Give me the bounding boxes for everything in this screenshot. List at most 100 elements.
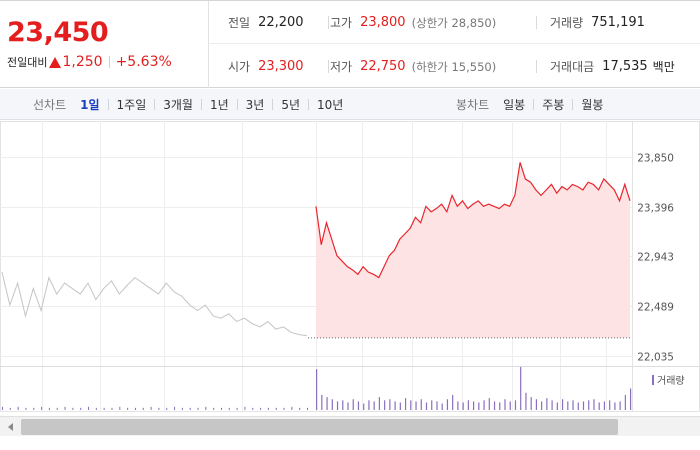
quote-label: 시가 bbox=[228, 60, 251, 74]
volume-bar bbox=[357, 401, 360, 410]
quote-unit: 백만 bbox=[652, 60, 675, 74]
quote-grid: 전일 22,200 고가 23,800 (상한가 28,850) 거래량 751… bbox=[210, 1, 700, 88]
divider bbox=[154, 99, 156, 110]
volume-bar bbox=[103, 407, 105, 410]
tab-daily-candle[interactable]: 일봉 bbox=[503, 98, 526, 112]
volume-bar bbox=[41, 406, 43, 410]
volume-bar bbox=[134, 407, 136, 410]
price-chart[interactable]: 23,850 23,396 22,943 22,489 22,035 거래량 bbox=[0, 121, 700, 416]
quote-item-high: 고가 23,800 (상한가 28,850) bbox=[330, 1, 496, 44]
volume-bar bbox=[603, 401, 606, 410]
divider bbox=[533, 99, 535, 110]
volume-bar bbox=[457, 401, 459, 410]
divider bbox=[572, 99, 574, 110]
volume-bar bbox=[436, 401, 438, 410]
volume-bar bbox=[119, 406, 121, 410]
tab-1day[interactable]: 1일 bbox=[80, 98, 100, 112]
volume-bar bbox=[572, 400, 574, 410]
tab-3month[interactable]: 3개월 bbox=[163, 98, 193, 112]
volume-bar bbox=[394, 401, 396, 410]
volume-bar bbox=[307, 407, 308, 410]
quote-sub: (상한가 28,850) bbox=[411, 15, 497, 30]
y-tick-label: 23,396 bbox=[637, 203, 674, 215]
volume-bar bbox=[593, 399, 595, 410]
volume-bar bbox=[25, 407, 27, 410]
divider bbox=[236, 99, 238, 110]
volume-bar bbox=[111, 407, 113, 410]
volume-bar bbox=[509, 401, 511, 410]
volume-bar bbox=[504, 399, 506, 410]
change-row: 전일대비 1,250 +5.63% bbox=[7, 54, 172, 70]
volume-bar bbox=[499, 402, 501, 410]
quote-label: 전일 bbox=[228, 16, 251, 30]
current-price: 23,450 bbox=[7, 17, 109, 48]
volume-bar bbox=[352, 399, 354, 410]
volume-bar bbox=[399, 402, 401, 410]
volume-bar bbox=[336, 401, 339, 410]
divider bbox=[536, 16, 537, 29]
quote-label: 거래대금 bbox=[550, 60, 595, 74]
volume-bar bbox=[150, 406, 152, 410]
volume-bar bbox=[158, 407, 160, 410]
volume-bar bbox=[420, 399, 422, 410]
volume-bar bbox=[561, 399, 564, 410]
volume-bar bbox=[72, 407, 74, 410]
quote-item-low: 저가 22,750 (하한가 15,550) bbox=[330, 45, 496, 88]
y-tick-label: 22,489 bbox=[637, 302, 674, 314]
scroll-thumb[interactable] bbox=[21, 419, 618, 435]
quote-label: 저가 bbox=[330, 60, 353, 74]
quote-row: 시가 23,300 저가 22,750 (하한가 15,550) 거래대금 17… bbox=[210, 45, 700, 88]
volume-bar bbox=[275, 407, 277, 410]
quote-value: 17,535 bbox=[602, 59, 648, 74]
volume-bar bbox=[142, 407, 144, 410]
volume-bar bbox=[260, 407, 262, 410]
volume-bar bbox=[588, 400, 590, 410]
volume-legend-label: 거래량 bbox=[657, 376, 685, 387]
volume-bar bbox=[9, 407, 11, 410]
volume-bar bbox=[347, 402, 349, 410]
divider bbox=[107, 99, 109, 110]
volume-bar bbox=[446, 399, 449, 410]
volume-bar bbox=[56, 407, 58, 410]
quote-value: 22,750 bbox=[360, 59, 406, 74]
volume-legend: 거래량 bbox=[652, 372, 685, 387]
volume-bar bbox=[415, 401, 417, 410]
tab-weekly-candle[interactable]: 주봉 bbox=[542, 98, 565, 112]
quote-label: 거래량 bbox=[550, 16, 584, 30]
volume-bar bbox=[291, 406, 293, 410]
volume-bar bbox=[441, 403, 443, 410]
price-chart-svg: 23,850 23,396 22,943 22,489 22,035 bbox=[0, 121, 700, 412]
tab-10year[interactable]: 10년 bbox=[317, 98, 344, 112]
line-chart-tabs: 선차트 1일 1주일 3개월 1년 3년 5년 10년 bbox=[33, 89, 343, 120]
quote-label: 고가 bbox=[330, 16, 353, 30]
divider bbox=[200, 99, 202, 110]
volume-bar bbox=[582, 401, 585, 410]
tab-monthly-candle[interactable]: 월봉 bbox=[581, 98, 604, 112]
volume-bar bbox=[462, 402, 464, 410]
volume-bar bbox=[373, 401, 375, 410]
volume-bar bbox=[425, 402, 428, 410]
volume-bar bbox=[368, 400, 370, 410]
volume-bar bbox=[228, 407, 230, 410]
tab-1week[interactable]: 1주일 bbox=[116, 98, 147, 112]
divider bbox=[536, 60, 537, 73]
quote-value: 22,200 bbox=[258, 15, 304, 30]
scroll-left-arrow-icon[interactable] bbox=[0, 417, 20, 437]
tab-5year[interactable]: 5년 bbox=[281, 98, 301, 112]
quote-value: 23,800 bbox=[360, 15, 406, 30]
tab-1year[interactable]: 1년 bbox=[209, 98, 229, 112]
up-arrow-icon bbox=[49, 56, 62, 68]
volume-bar bbox=[363, 403, 365, 410]
tab-3year[interactable]: 3년 bbox=[245, 98, 265, 112]
volume-bar bbox=[556, 402, 558, 410]
volume-bar bbox=[410, 400, 412, 410]
volume-bar bbox=[525, 392, 527, 410]
volume-bar bbox=[431, 400, 433, 410]
volume-bar bbox=[2, 406, 3, 410]
volume-bar bbox=[619, 401, 621, 410]
volume-bar bbox=[321, 394, 323, 410]
volume-bar bbox=[48, 407, 50, 410]
chart-scrollbar[interactable] bbox=[0, 416, 700, 436]
volume-bar bbox=[473, 401, 475, 410]
volume-bar bbox=[452, 394, 454, 410]
